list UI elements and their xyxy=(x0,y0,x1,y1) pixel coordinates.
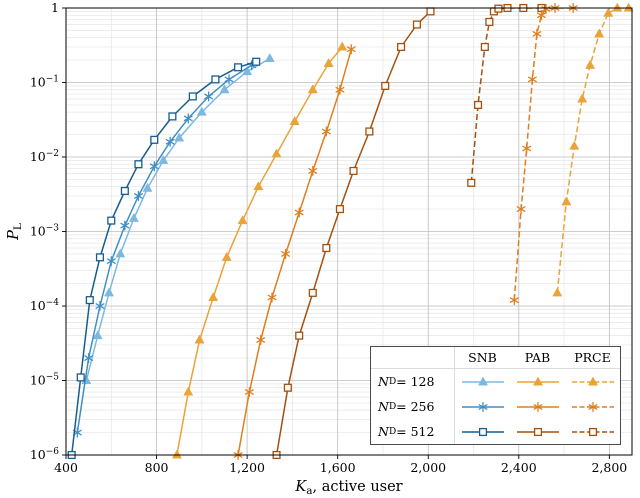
x-tick-label: 400 xyxy=(54,460,78,475)
legend-sample-prce-128 xyxy=(565,369,620,394)
series-prce-128 xyxy=(552,3,634,297)
y-tick-label: 10−3 xyxy=(30,224,59,239)
series-pab-512 xyxy=(272,7,435,460)
x-tick-label: 800 xyxy=(145,460,169,475)
legend-sample-snb-256 xyxy=(455,394,510,419)
x-tick-label: 2,000 xyxy=(410,460,446,475)
legend-sample-pab-512 xyxy=(510,419,565,444)
axis-ticks xyxy=(62,7,610,459)
x-tick-label: 1,200 xyxy=(229,460,265,475)
legend-col-prce: PRCE xyxy=(565,347,620,369)
series-prce-256 xyxy=(509,2,578,306)
grid-minor xyxy=(66,8,632,455)
x-tick-label: 2,800 xyxy=(591,460,627,475)
legend-sample-prce-256 xyxy=(565,394,620,419)
axis-tick-labels: 400 800 1,200 1,600 2,000 2,400 2,800 1 10−1 10−2… xyxy=(30,0,627,475)
legend-col-pab: PAB xyxy=(510,347,565,369)
legend-sample-pab-128 xyxy=(510,369,565,394)
x-axis-label: Ka, active user xyxy=(294,479,402,497)
x-tick-label: 1,600 xyxy=(320,460,356,475)
y-axis-label: PL xyxy=(6,223,24,241)
series-snb-512 xyxy=(67,57,261,460)
legend-corner xyxy=(371,347,455,369)
y-tick-label: 10−4 xyxy=(30,298,59,313)
y-tick-label: 10−2 xyxy=(30,149,59,164)
legend: SNB PAB PRCE N D = 128 N D = 256 N D = 512 xyxy=(370,346,621,445)
y-tick-label: 1 xyxy=(51,0,59,15)
y-tick-label: 10−6 xyxy=(30,447,59,462)
legend-sample-snb-128 xyxy=(455,369,510,394)
y-tick-label: 10−1 xyxy=(30,75,59,90)
x-tick-label: 2,400 xyxy=(501,460,537,475)
series-snb-256 xyxy=(72,60,257,438)
y-tick-label: 10−5 xyxy=(30,373,59,388)
series-pab-256 xyxy=(233,44,356,461)
legend-sample-snb-512 xyxy=(455,419,510,444)
series-snb-128 xyxy=(81,53,275,384)
legend-sample-prce-512 xyxy=(565,419,620,444)
series-pab-128 xyxy=(172,41,347,459)
legend-sample-pab-256 xyxy=(510,394,565,419)
legend-col-snb: SNB xyxy=(455,347,510,369)
